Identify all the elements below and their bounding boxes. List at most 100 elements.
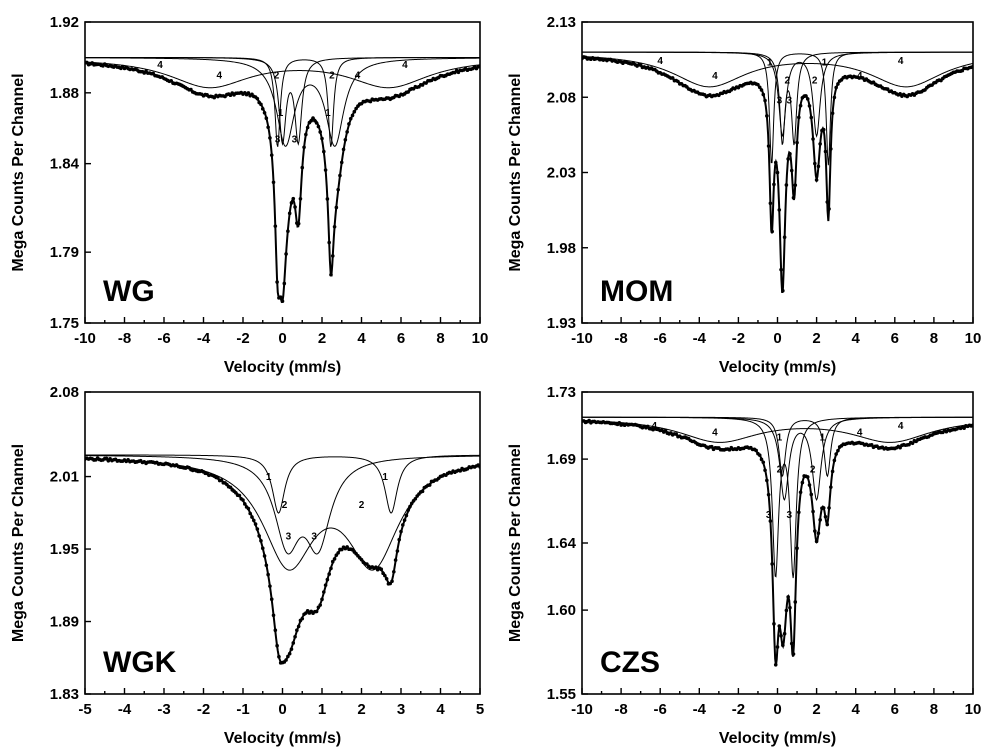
data-point — [266, 125, 270, 130]
component-label: 1 — [278, 108, 284, 119]
data-point — [250, 515, 254, 519]
component-label: 1 — [325, 108, 331, 119]
subspectrum-2 — [582, 416, 973, 502]
data-point — [271, 613, 276, 618]
data-point — [797, 115, 801, 120]
plot-area — [582, 51, 973, 294]
data-point — [823, 149, 828, 154]
data-point — [834, 452, 838, 456]
y-axis-title: Mega Counts Per Channel — [10, 444, 27, 642]
component-label: 1 — [382, 472, 388, 483]
component-label: 4 — [217, 71, 223, 82]
x-tick-label: 4 — [357, 330, 366, 347]
data-point — [304, 132, 308, 137]
component-label: 3 — [777, 95, 783, 106]
data-point — [709, 444, 714, 449]
data-point — [246, 91, 251, 95]
y-tick-label: 2.03 — [547, 165, 576, 182]
data-point — [350, 113, 355, 118]
y-tick-label: 1.69 — [547, 451, 576, 468]
data-point — [797, 510, 801, 515]
data-point — [278, 295, 283, 299]
data-point — [754, 448, 758, 453]
component-label: 1 — [767, 58, 773, 69]
data-point — [289, 647, 294, 651]
data-point — [763, 98, 767, 103]
subspectrum-2 — [85, 57, 480, 147]
data-point — [332, 557, 337, 561]
data-point — [300, 616, 305, 621]
y-axis-title: Mega Counts Per Channel — [10, 73, 27, 271]
data-point — [318, 603, 323, 607]
data-point — [379, 567, 384, 571]
data-point — [420, 489, 425, 494]
x-tick-label: 5 — [476, 701, 484, 718]
x-tick-label: 8 — [436, 330, 444, 347]
data-point — [765, 478, 769, 483]
x-tick-label: -8 — [614, 330, 627, 347]
x-tick-label: -10 — [571, 330, 593, 347]
x-tick-label: 2 — [812, 701, 820, 718]
data-point — [280, 299, 285, 303]
data-point — [768, 519, 773, 523]
x-tick-label: -8 — [118, 330, 131, 347]
component-label: 1 — [820, 433, 826, 444]
x-axis-title: Velocity (mm/s) — [719, 359, 836, 376]
data-point — [757, 85, 762, 90]
data-point — [809, 115, 814, 120]
x-axis-title: Velocity (mm/s) — [224, 730, 341, 747]
data-point — [830, 469, 835, 474]
data-point — [287, 211, 292, 216]
x-tick-label: 6 — [397, 330, 405, 347]
data-point — [320, 597, 324, 602]
data-point — [765, 114, 769, 118]
data-point — [399, 529, 403, 534]
data-point — [323, 168, 328, 172]
data-point — [827, 207, 831, 211]
data-point — [821, 506, 826, 510]
data-point — [320, 136, 324, 141]
data-point — [777, 208, 782, 212]
data-point — [795, 140, 799, 145]
data-point — [663, 428, 668, 433]
data-point — [216, 476, 220, 480]
x-tick-label: 2 — [318, 330, 326, 347]
data-point — [348, 116, 353, 121]
x-axis-title: Velocity (mm/s) — [224, 359, 341, 376]
data-point — [816, 531, 821, 535]
data-point — [821, 127, 826, 132]
data-point — [795, 546, 799, 551]
fit-envelope — [85, 457, 480, 664]
x-tick-label: -2 — [236, 330, 249, 347]
data-point — [402, 518, 407, 522]
data-point — [781, 288, 785, 293]
y-tick-label: 1.92 — [50, 14, 79, 31]
data-point — [189, 87, 193, 92]
data-point — [768, 201, 773, 206]
x-tick-label: -4 — [118, 701, 132, 718]
data-point — [910, 441, 915, 446]
data-point — [291, 641, 296, 645]
plot-area — [582, 416, 973, 667]
data-point — [786, 595, 790, 599]
y-tick-label: 1.89 — [50, 614, 79, 631]
data-point — [284, 658, 288, 662]
x-tick-label: 6 — [891, 701, 899, 718]
data-point — [670, 76, 675, 80]
data-point — [284, 252, 288, 256]
data-point — [804, 94, 808, 98]
data-point — [408, 504, 412, 509]
data-point — [330, 254, 335, 258]
data-point — [305, 125, 310, 130]
data-point — [779, 633, 783, 638]
data-point — [789, 641, 794, 646]
data-point — [830, 111, 835, 116]
data-point — [332, 225, 337, 229]
data-point — [296, 221, 301, 226]
component-label: 3 — [786, 95, 792, 106]
data-point — [770, 229, 774, 234]
data-point — [286, 654, 290, 659]
data-point — [318, 130, 323, 134]
component-label: 3 — [766, 510, 772, 521]
data-point — [829, 147, 833, 151]
